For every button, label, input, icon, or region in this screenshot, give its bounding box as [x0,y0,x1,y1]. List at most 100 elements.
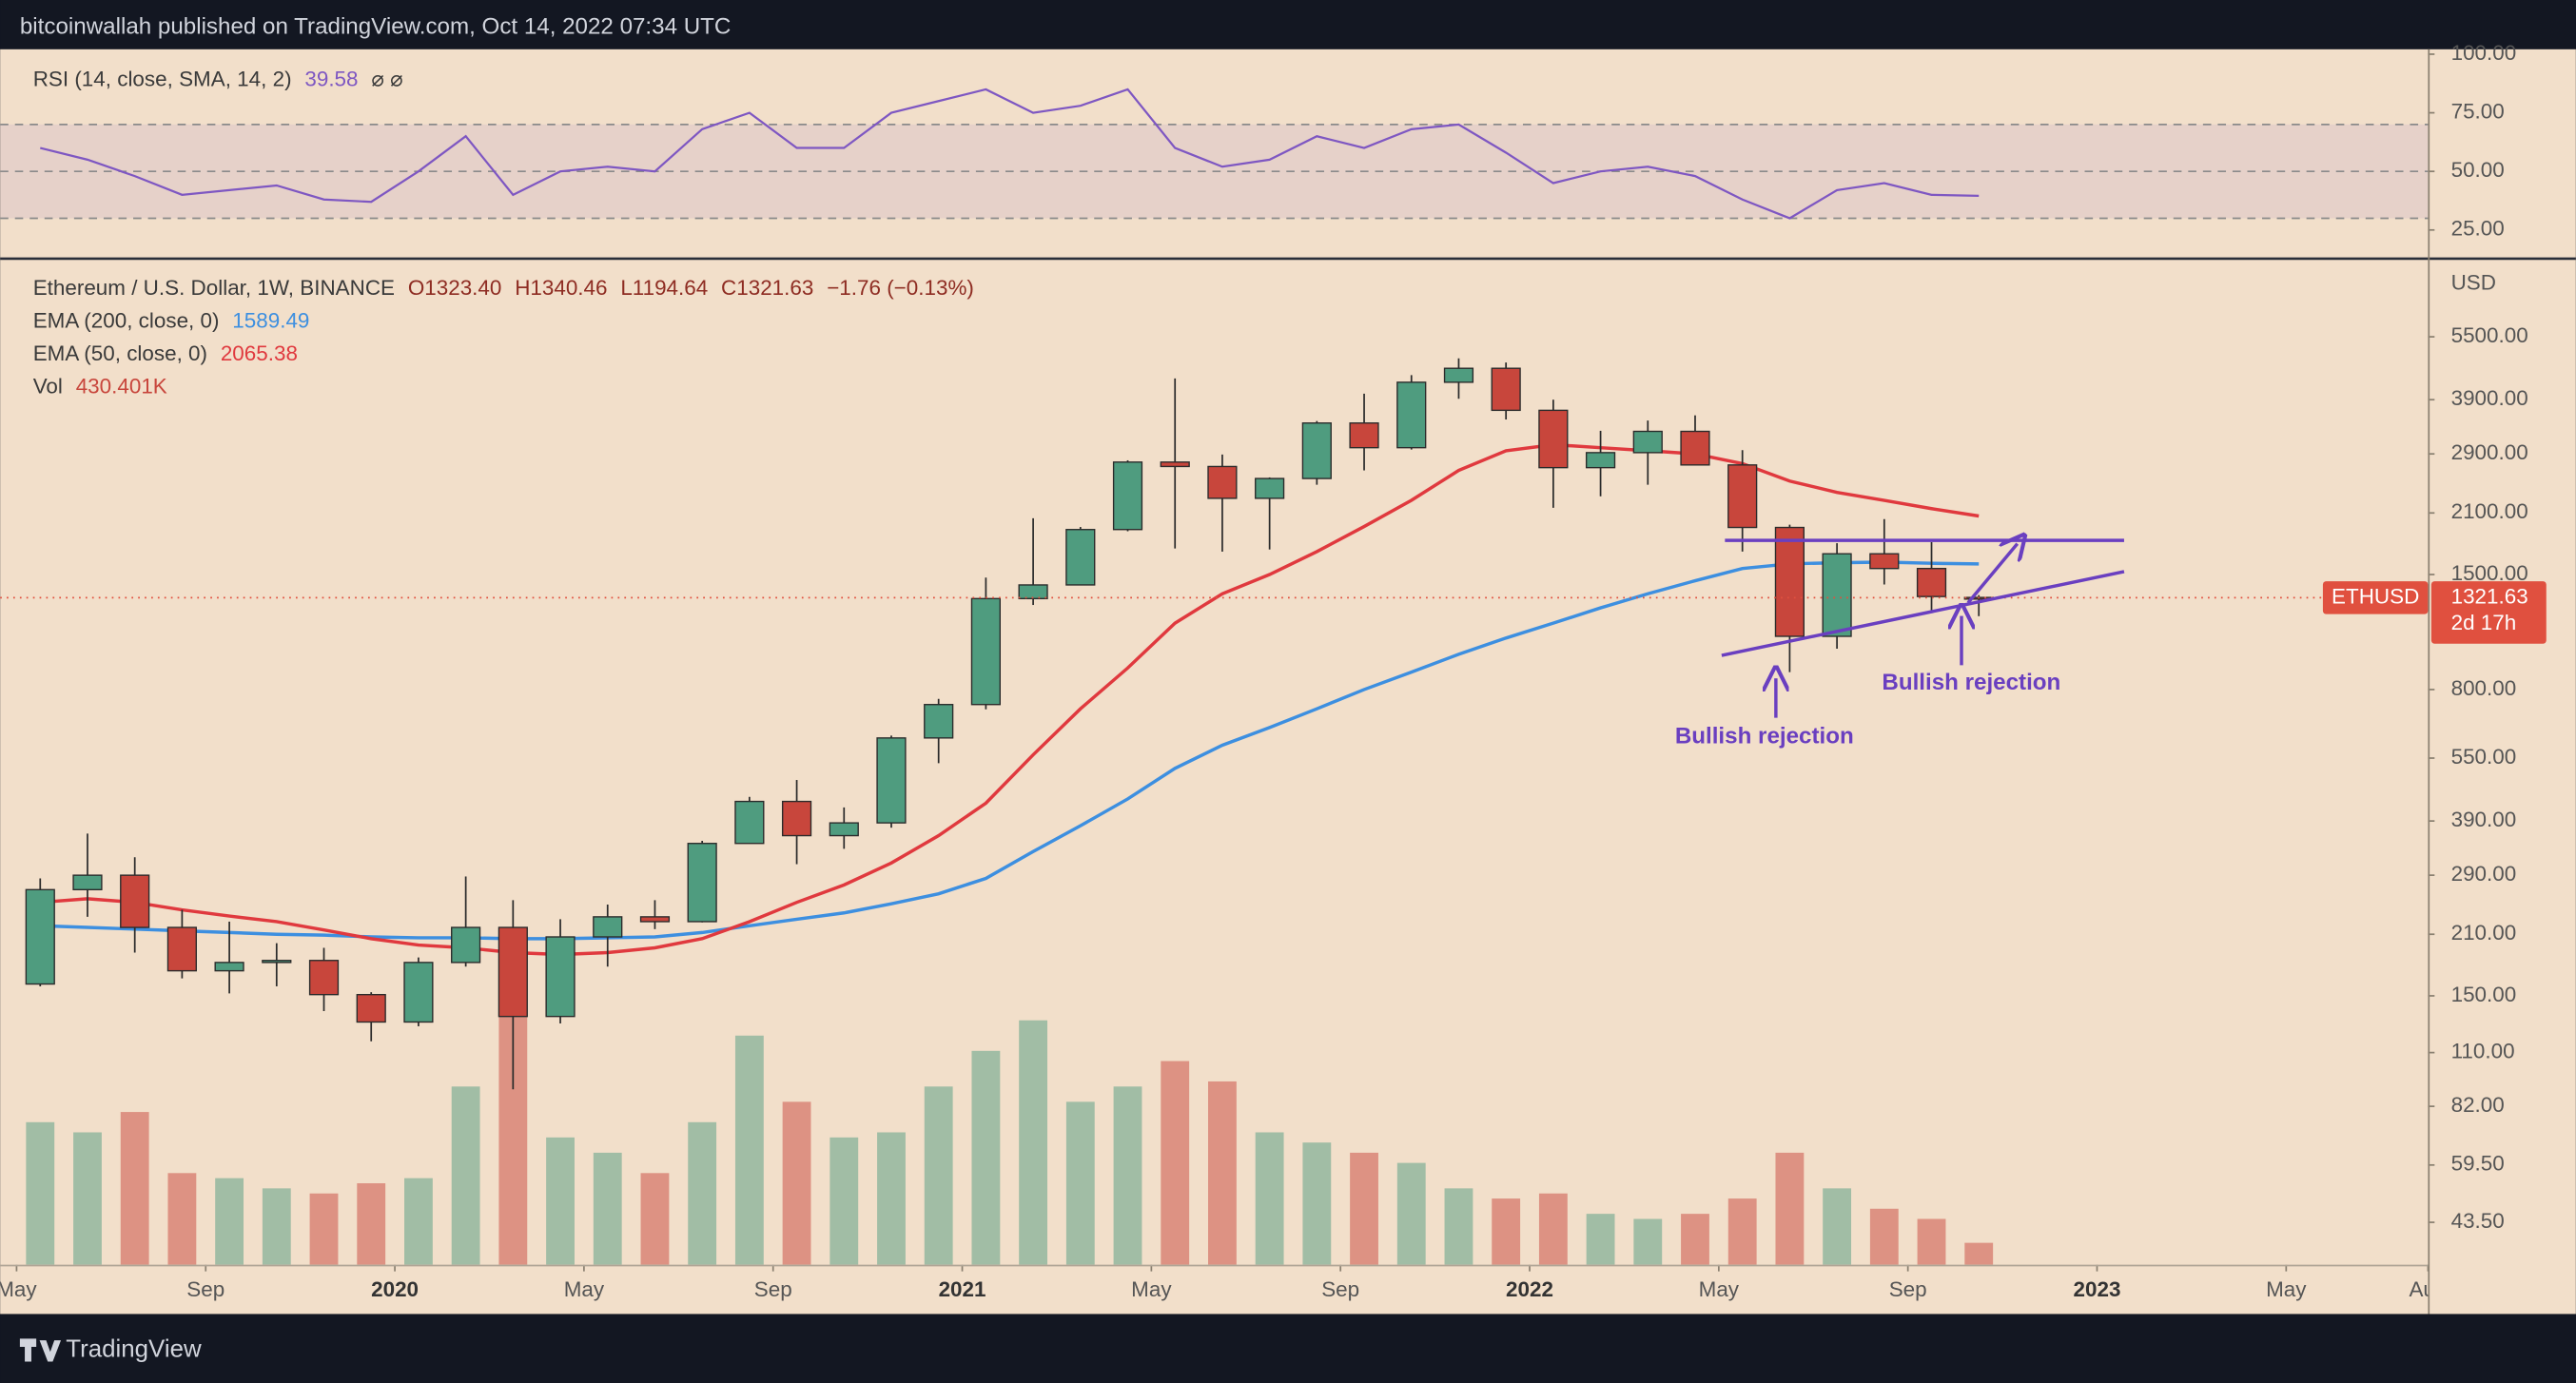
candle-body [1396,381,1427,449]
rsi-pane: 100.00 75.00 50.00 25.00 RSI (14, close, SMA… [0,41,2516,241]
y-tick-label: 290.00 [2451,862,2517,886]
ohlc-value: C1321.63 [721,276,813,300]
volume-bar [26,1121,55,1265]
volume-bar [1065,1101,1095,1265]
volume-bar [1255,1132,1284,1265]
breakout-arrow [1966,544,2018,604]
candle-body [1301,422,1332,479]
volume-bar [1350,1152,1378,1265]
candle-body [924,704,954,739]
price-plot [0,358,2429,1265]
publisher-text: bitcoinwallah published on TradingView.c… [20,14,732,40]
x-tick-label: 2021 [939,1277,986,1301]
ohlc-value: O1323.40 [408,276,502,300]
y-tick-label: 800.00 [2451,676,2517,700]
volume-bar [1396,1162,1426,1265]
candle-body [1443,367,1474,383]
support-trendline [1721,570,2125,657]
price-legend: Ethereum / U.S. Dollar, 1W, BINANCE O1323… [33,276,974,300]
candle-body [1727,464,1758,529]
volume-bar [1444,1188,1473,1265]
x-tick-label: Sep [1321,1277,1359,1301]
candle-body [1491,367,1521,412]
y-tick-label: 2100.00 [2451,499,2528,523]
volume-bar [1727,1198,1757,1265]
symbol-title: Ethereum / U.S. Dollar, 1W, BINANCE [33,276,395,300]
annotations [1721,540,2125,718]
volume-bar [924,1086,953,1265]
y-tick-label: 390.00 [2451,808,2517,831]
volume-bar [546,1137,575,1265]
y-tick-label: 2900.00 [2451,440,2528,464]
y-tick-label: 3900.00 [2451,386,2528,410]
candle-body [970,597,1001,706]
volume-bar [1302,1142,1332,1265]
candle-body [1585,452,1616,469]
chart-background [0,49,2576,1315]
y-axis-label: USD [2451,271,2496,295]
candle-body [1160,461,1190,468]
volume-bar [593,1152,622,1265]
volume-bar [309,1193,339,1265]
x-tick-label: Sep [186,1277,224,1301]
candle-body [1774,526,1805,637]
ohlc-value: L1194.64 [620,276,708,300]
x-tick-label: 2023 [2074,1277,2121,1301]
y-tick-label: 75.00 [2451,100,2505,124]
candle-body [451,926,481,964]
candle-body [1538,409,1569,469]
candle-body [639,916,671,923]
candle-body [1822,553,1852,637]
candle-body [262,960,292,964]
price-tag-value: 1321.63 [2451,584,2528,608]
candle-body [781,800,812,837]
y-tick-label: 82.00 [2451,1093,2505,1117]
x-tick-label: Aug [2409,1277,2447,1301]
y-tick-label: 50.00 [2451,158,2505,182]
ohlc-value: −1.76 (−0.13%) [827,276,974,300]
annotation-text: Bullish rejection [1882,670,2060,695]
candle-body [1349,422,1379,449]
x-tick-label: May [1699,1277,1740,1301]
price-pane: 5500.00 3900.00 2900.00 2100.00 1500.00 800.0… [0,271,2547,1301]
symbol-tag [2322,581,2429,614]
volume-value: 430.401K [76,374,167,398]
candle-body [1869,553,1900,570]
candle-body [876,737,907,824]
volume-bar [877,1132,906,1265]
indicator-legend: EMA (200, close, 0) 1589.49 [33,308,310,332]
y-tick-label: 110.00 [2451,1040,2515,1063]
time-axis: May Sep 2020 May Sep 2021 May Sep 2022 May Sep 2023… [0,1264,2447,1301]
ohlc-value: H1340.46 [515,276,607,300]
y-tick-label: 59.50 [2451,1152,2505,1176]
x-tick-label: May [564,1277,605,1301]
candle-body [1255,477,1285,499]
candle-body [545,936,576,1018]
candle-body [25,888,55,985]
volume-bar [1538,1193,1568,1265]
candle-body [72,874,103,891]
volume-bar [1113,1086,1142,1265]
indicator-value: 2065.38 [221,341,298,365]
bottom-bar [0,1314,2576,1383]
x-tick-label: Sep [754,1277,792,1301]
y-tick-label: 100.00 [2451,41,2517,65]
volume-bar [1492,1198,1521,1265]
volume-bar [167,1173,197,1265]
candle-body [593,916,623,938]
volume-bar [73,1132,102,1265]
y-tick-label: 1500.00 [2451,561,2528,585]
indicator-value: 1589.49 [232,308,309,332]
candle-body [1632,430,1663,454]
volume-bar [971,1050,1001,1265]
candle-body [1207,465,1238,499]
candle-body [829,822,859,837]
rsi-plot [0,88,2429,220]
candle-body [1680,430,1710,466]
candle-body [687,843,717,923]
price-tag-countdown: 2d 17h [2451,611,2517,634]
volume-bar [688,1121,717,1265]
indicator-name: EMA (200, close, 0) [33,308,220,332]
volume-bar [734,1035,764,1265]
y-tick-label: 25.00 [2451,217,2505,241]
